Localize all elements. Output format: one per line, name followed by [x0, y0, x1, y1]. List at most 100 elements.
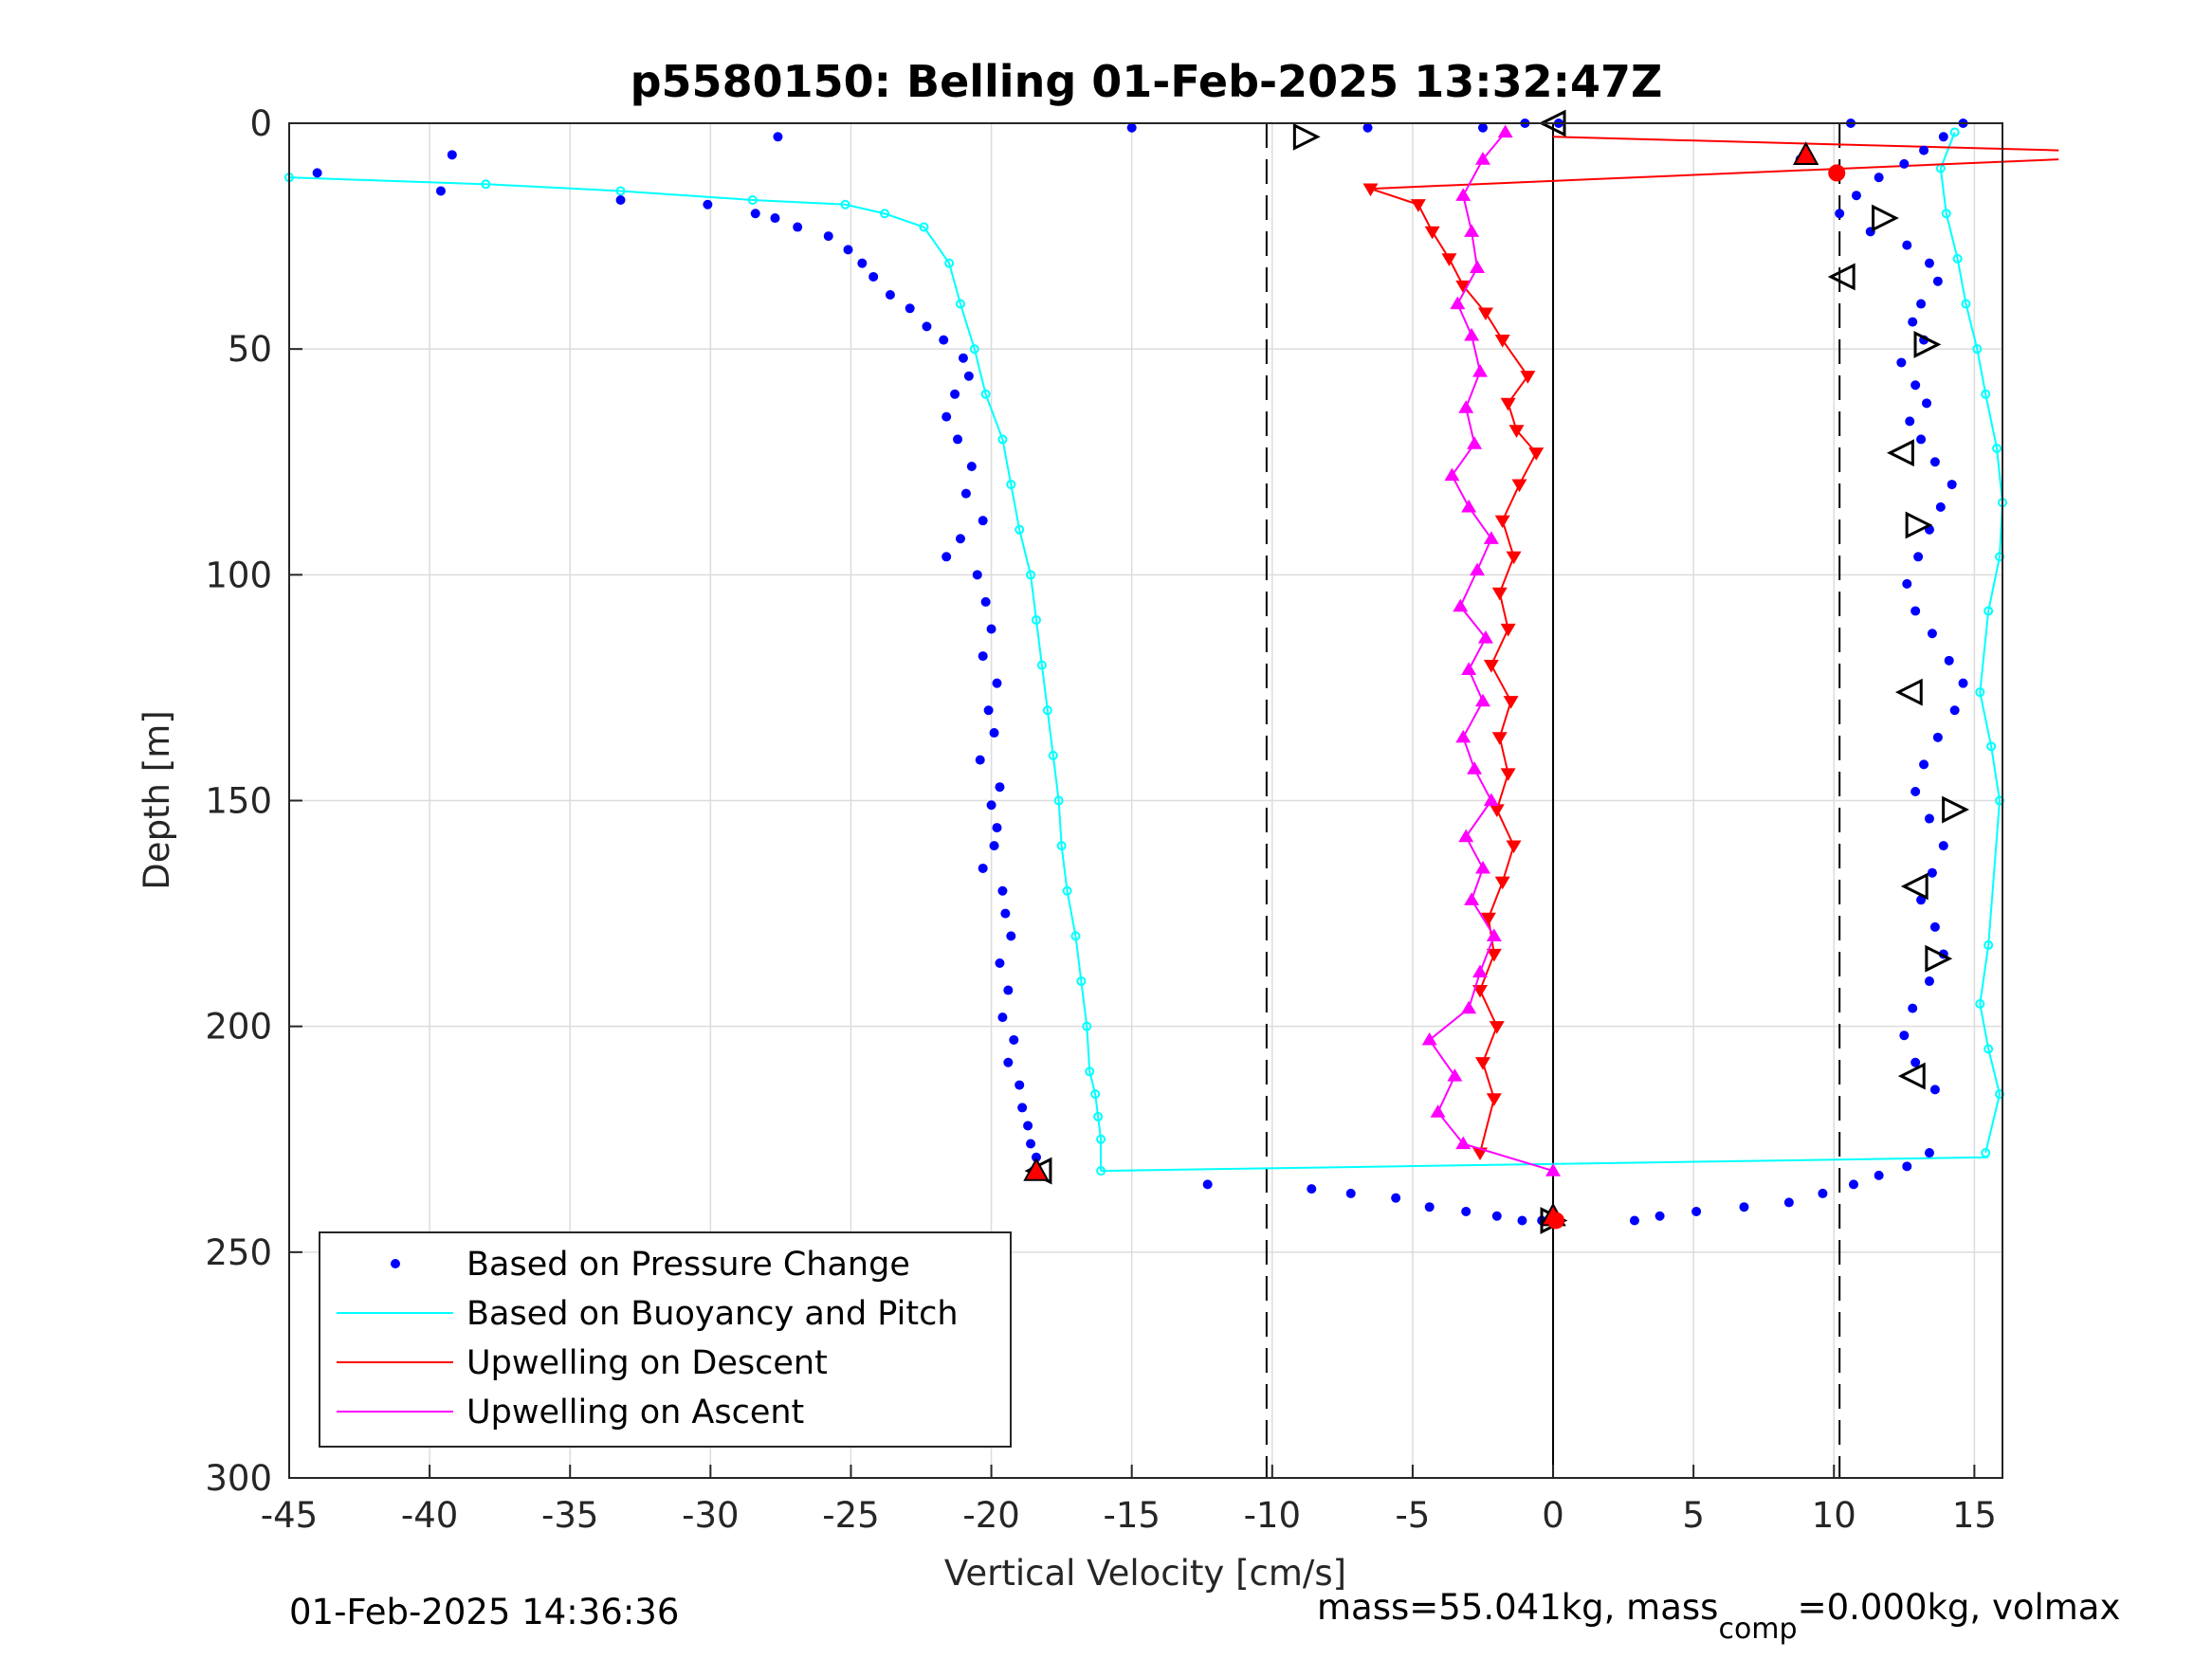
upwelling-descent-point: [1494, 335, 1510, 348]
y-tick-label: 200: [205, 1007, 272, 1048]
pressure-point: [1000, 908, 1011, 919]
pressure-point: [1739, 1202, 1749, 1212]
buoyancy-point: [1056, 841, 1067, 851]
buoyancy-point: [1031, 614, 1041, 625]
upwelling-descent-point: [1491, 587, 1508, 601]
pressure-point: [1919, 145, 1929, 155]
buoyancy-ascent-line: [1939, 132, 2004, 1154]
upwelling-descent-point: [1486, 948, 1502, 962]
pressure-point: [1910, 380, 1921, 391]
buoyancy-point: [1085, 1066, 1095, 1077]
pressure-point: [823, 231, 833, 242]
pressure-point: [1391, 1193, 1401, 1203]
upwelling-descent-point: [1508, 425, 1525, 438]
pressure-point: [793, 222, 803, 232]
buoyancy-point: [1070, 931, 1081, 941]
upwelling-ascent-point: [1470, 260, 1486, 274]
upwelling-ascent-point: [1447, 1068, 1463, 1082]
buoyancy-point: [919, 222, 929, 232]
event-marker-triangle: [1942, 795, 1969, 824]
pressure-point: [1949, 705, 1960, 716]
pressure-point: [447, 150, 457, 160]
series-layer: [284, 118, 2059, 1226]
pressure-point: [1026, 1139, 1036, 1149]
pressure-point: [1919, 759, 1929, 770]
pressure-point: [1345, 1188, 1356, 1198]
pressure-point: [995, 782, 1005, 793]
pressure-point: [770, 213, 780, 224]
upwelling-ascent-point: [1483, 793, 1499, 807]
pressure-point: [1927, 629, 1937, 639]
event-marker-triangle: [1827, 263, 1856, 291]
upwelling-ascent-point: [1545, 1163, 1562, 1176]
pressure-point: [1009, 1034, 1019, 1045]
pressure-point: [960, 488, 971, 499]
upwelling-descent-point: [1483, 660, 1499, 673]
upwelling-descent-point: [1520, 371, 1536, 384]
upwelling-ascent-point: [1470, 562, 1486, 576]
pressure-point: [750, 209, 760, 219]
buoyancy-point: [1941, 209, 1951, 219]
upwelling-ascent-point: [1497, 124, 1513, 138]
pressure-point: [972, 570, 982, 580]
pressure-point: [1902, 1161, 1912, 1172]
y-tick-label: 0: [249, 103, 272, 144]
upwelling-descent-point: [1494, 876, 1510, 890]
pressure-point: [857, 258, 868, 268]
upwelling-ascent-point: [1474, 860, 1490, 874]
pressure-point: [1017, 1103, 1028, 1113]
pressure-point: [1908, 317, 1918, 327]
pressure-point: [1818, 1188, 1828, 1198]
upwelling-ascent-point: [1464, 892, 1480, 905]
pressure-point: [435, 186, 446, 196]
pressure-point: [1629, 1215, 1639, 1226]
buoyancy-point: [969, 344, 979, 355]
footer-timestamp: 01-Feb-2025 14:36:36: [289, 1592, 679, 1632]
x-tick-label: 0: [1542, 1495, 1564, 1536]
buoyancy-point: [1076, 976, 1087, 987]
pressure-point: [1924, 976, 1934, 987]
pressure-point: [885, 290, 895, 301]
pressure-point: [986, 624, 996, 634]
upwelling-ascent-point: [1453, 598, 1469, 612]
pressure-point: [1924, 258, 1934, 268]
pressure-point: [997, 1012, 1008, 1023]
upwelling-ascent-point: [1455, 1136, 1472, 1150]
upwelling-descent-point: [1503, 696, 1519, 709]
buoyancy-point: [1949, 127, 1960, 137]
pressure-point: [992, 678, 1002, 688]
pressure-point: [1932, 732, 1943, 742]
pressure-point: [615, 194, 626, 205]
x-tick-label: 10: [1812, 1495, 1856, 1536]
upwelling-ascent-point: [1467, 436, 1483, 449]
x-tick-label: -25: [822, 1495, 879, 1536]
upwelling-descent-point: [1441, 253, 1457, 266]
pressure-point: [1902, 578, 1912, 589]
pressure-point: [975, 755, 985, 765]
buoyancy-point: [997, 434, 1008, 445]
buoyancy-point: [1053, 795, 1064, 806]
buoyancy-point: [1048, 750, 1058, 760]
pressure-point: [1908, 1003, 1918, 1013]
legend-label-pressure: Based on Pressure Change: [466, 1246, 910, 1284]
footer-mass-suffix: =0.000kg, volmax: [1798, 1587, 2121, 1628]
x-tick-label: 5: [1682, 1495, 1705, 1536]
buoyancy-point: [1096, 1166, 1106, 1176]
pressure-point: [1006, 931, 1016, 941]
pressure-point: [997, 885, 1008, 896]
upwelling-ascent-point: [1450, 296, 1466, 310]
pressure-point: [958, 353, 968, 363]
upwelling-descent-point: [1506, 840, 1522, 854]
pressure-point: [1916, 299, 1927, 309]
pressure-point: [1477, 122, 1488, 133]
pressure-point: [905, 303, 915, 314]
upwelling-descent-point: [1455, 280, 1472, 294]
pressure-point: [1202, 1179, 1213, 1190]
buoyancy-point: [980, 389, 991, 399]
buoyancy-point: [1986, 741, 1997, 752]
x-tick-label: -15: [1103, 1495, 1160, 1536]
upwelling-descent-point: [1500, 623, 1516, 637]
buoyancy-point: [1972, 344, 1983, 355]
y-tick-label: 100: [205, 555, 272, 595]
x-tick-label: -10: [1244, 1495, 1301, 1536]
